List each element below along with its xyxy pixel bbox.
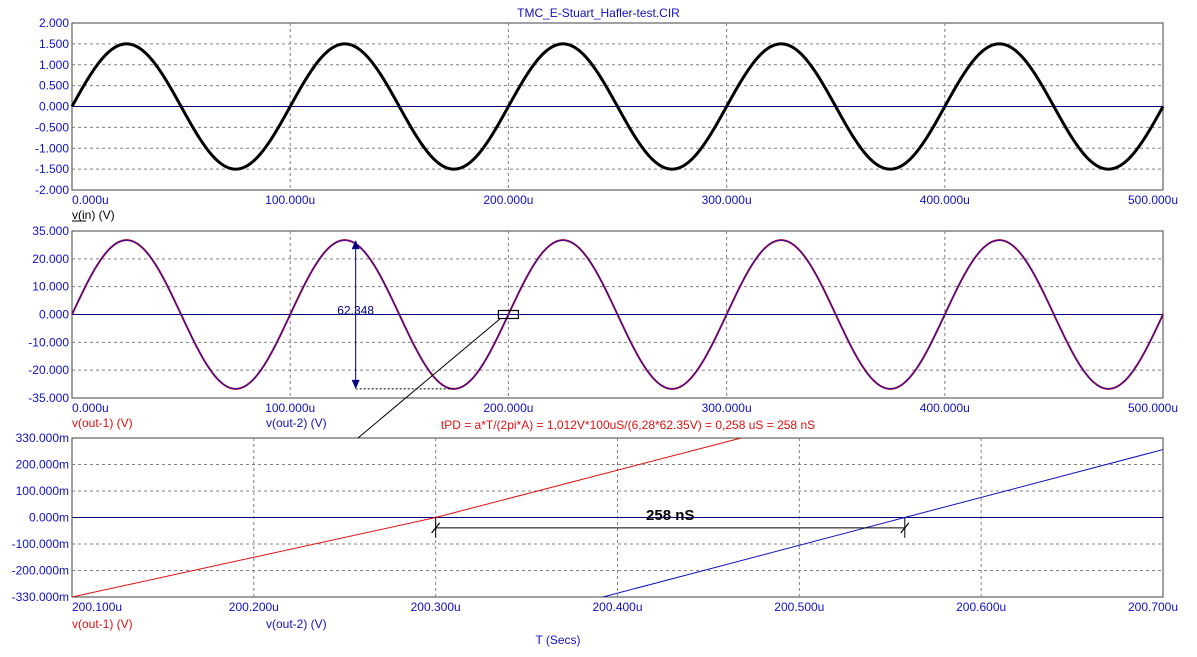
x-tick-label: 100.000u <box>265 193 315 207</box>
x-tick-label: 200.000u <box>483 193 533 207</box>
series-line <box>70 42 1165 171</box>
x-tick-label: 100.000u <box>265 401 315 415</box>
y-tick-label: -0.500 <box>35 120 69 134</box>
x-tick-label: 300.000u <box>702 193 752 207</box>
x-tick-label: 200.700u <box>1128 600 1178 614</box>
y-tick-label: 35.000 <box>32 224 69 238</box>
delay-tick-left <box>431 522 441 534</box>
p2p-arrow-up <box>351 240 360 250</box>
y-tick-label: -10.000 <box>28 335 69 349</box>
zoom-box <box>497 309 519 320</box>
x-tick-label: 300.000u <box>702 401 752 415</box>
x-tick-label: 200.100u <box>72 600 122 614</box>
plot-3 <box>71 437 1164 598</box>
y-tick-label: -20.000 <box>28 363 69 377</box>
delay-label: 258 nS <box>646 507 694 524</box>
p2p-arrow-down <box>351 379 360 389</box>
x-tick-label: 500.000u <box>1128 193 1178 207</box>
y-tick-label: -1.000 <box>35 141 69 155</box>
y-tick-label: -1.500 <box>35 162 69 176</box>
window-title: TMC_E-Stuart_Hafler-test.CIR <box>517 6 680 20</box>
y-tick-label: 1.500 <box>39 37 69 51</box>
x-tick-label: 200.200u <box>229 600 279 614</box>
legend-vin: v(in) (V) <box>72 208 115 222</box>
y-tick-label: 0.000 <box>39 100 69 114</box>
x-axis-label: T (Secs) <box>535 633 580 647</box>
formula-annotation: tPD = a*T/(2pi*A) = 1,012V*100uS/(6,28*6… <box>441 418 815 432</box>
x-tick-label: 400.000u <box>920 193 970 207</box>
y-tick-label: 2.000 <box>39 16 69 30</box>
x-tick-label: 500.000u <box>1128 401 1178 415</box>
x-tick-label: 200.000u <box>483 401 533 415</box>
legend-out2-zoom: v(out-2) (V) <box>266 617 327 631</box>
y-tick-label: 200.000m <box>16 458 69 472</box>
y-tick-label: -35.000 <box>28 391 69 405</box>
x-tick-label: 200.400u <box>592 600 642 614</box>
x-tick-label: 0.000u <box>72 401 109 415</box>
y-tick-label: 0.000m <box>29 511 69 525</box>
series-line <box>71 239 1164 390</box>
x-tick-label: 400.000u <box>920 401 970 415</box>
y-tick-label: -330.000m <box>12 590 69 604</box>
x-tick-label: 200.500u <box>774 600 824 614</box>
plot-1 <box>70 22 1165 191</box>
plot-2 <box>71 230 1164 399</box>
legend-out1: v(out-1) (V) <box>72 416 133 430</box>
zoom-leader <box>357 318 501 439</box>
y-tick-label: 0.500 <box>39 79 69 93</box>
y-tick-label: 100.000m <box>16 484 69 498</box>
y-tick-label: 10.000 <box>32 280 69 294</box>
y-tick-label: 0.000 <box>39 308 69 322</box>
x-tick-label: 200.600u <box>956 600 1006 614</box>
y-tick-label: 330.000m <box>16 431 69 445</box>
x-tick-label: 200.300u <box>411 600 461 614</box>
y-tick-label: -200.000m <box>12 564 69 578</box>
y-tick-label: -2.000 <box>35 183 69 197</box>
x-tick-label: 0.000u <box>72 193 109 207</box>
delay-tick-right <box>900 522 910 534</box>
y-tick-label: 20.000 <box>32 252 69 266</box>
y-tick-label: 1.000 <box>39 58 69 72</box>
legend-out1-zoom: v(out-1) (V) <box>72 617 133 631</box>
p2p-label: 62.348 <box>337 304 374 318</box>
y-tick-label: -100.000m <box>12 537 69 551</box>
legend-out2: v(out-2) (V) <box>266 416 327 430</box>
